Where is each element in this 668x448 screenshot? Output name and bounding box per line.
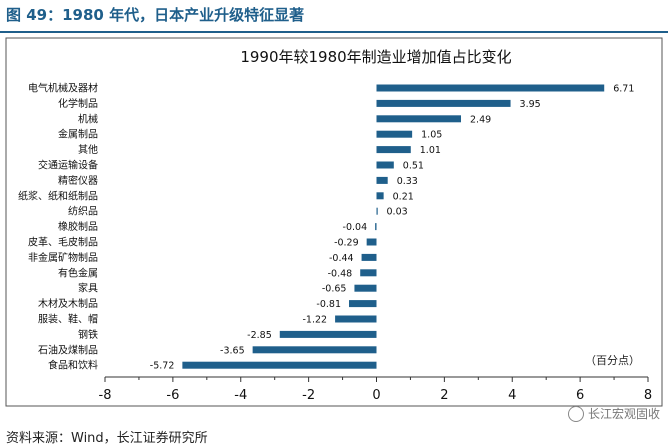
x-tick-label: -6 bbox=[166, 388, 179, 403]
bar bbox=[376, 130, 413, 138]
data-label: 1.05 bbox=[421, 130, 442, 141]
bar bbox=[279, 330, 377, 338]
bar bbox=[366, 238, 377, 246]
category-label: 其他 bbox=[78, 143, 98, 156]
category-label: 电气机械及器材 bbox=[28, 82, 98, 95]
x-tick-label: 8 bbox=[644, 388, 652, 403]
x-tick-labels-group: -8 -6 -4 -2 0 2 4 6 8 bbox=[99, 388, 653, 403]
bar bbox=[335, 315, 377, 323]
x-tick-label: 2 bbox=[440, 388, 448, 403]
bar bbox=[252, 346, 377, 354]
data-label: 1.01 bbox=[420, 145, 441, 156]
category-label: 木材及木制品 bbox=[38, 297, 98, 310]
bar bbox=[376, 146, 411, 154]
data-label: -0.44 bbox=[329, 253, 354, 264]
category-label: 服装、鞋、帽 bbox=[38, 313, 98, 326]
category-label: 有色金属 bbox=[58, 266, 98, 279]
data-label: -0.29 bbox=[334, 238, 359, 249]
category-label: 橡胶制品 bbox=[58, 220, 98, 233]
data-label: 6.71 bbox=[613, 84, 634, 95]
data-label: -0.65 bbox=[322, 284, 347, 295]
chart-frame bbox=[5, 37, 663, 407]
bars-group bbox=[182, 84, 605, 369]
data-label: -0.48 bbox=[328, 268, 353, 279]
category-label: 机械 bbox=[78, 112, 98, 125]
category-label: 家具 bbox=[78, 282, 98, 295]
x-tick-label: -8 bbox=[99, 388, 112, 403]
category-label: 皮革、毛皮制品 bbox=[28, 236, 98, 249]
data-label: 0.21 bbox=[393, 191, 414, 202]
x-tick-label: -4 bbox=[234, 388, 247, 403]
x-tick-label: -2 bbox=[302, 388, 315, 403]
data-label: -5.72 bbox=[150, 361, 175, 372]
bar bbox=[376, 84, 605, 92]
x-tick-label: 0 bbox=[372, 388, 380, 403]
x-axis bbox=[104, 376, 649, 382]
category-label: 非金属矿物制品 bbox=[28, 251, 98, 264]
data-label: 0.33 bbox=[397, 176, 418, 187]
data-label: -0.04 bbox=[343, 222, 368, 233]
x-tick-label: 6 bbox=[576, 388, 584, 403]
category-label: 纺织品 bbox=[68, 205, 98, 218]
data-label: 0.03 bbox=[387, 207, 408, 218]
category-label: 金属制品 bbox=[58, 128, 98, 141]
bar bbox=[376, 99, 511, 107]
x-tick-label: 4 bbox=[508, 388, 516, 403]
category-label: 化学制品 bbox=[58, 97, 98, 110]
bar bbox=[375, 223, 377, 231]
data-label: -2.85 bbox=[247, 330, 272, 341]
bar bbox=[360, 269, 377, 277]
title-divider bbox=[0, 31, 668, 33]
category-label: 石油及煤制品 bbox=[38, 343, 98, 356]
figure-title: 图 49：1980 年代，日本产业升级特征显著 bbox=[6, 6, 305, 24]
data-label: 0.51 bbox=[403, 161, 424, 172]
bar bbox=[349, 300, 377, 308]
bar bbox=[376, 176, 388, 184]
source-note: 资料来源：Wind，长江证券研究所 bbox=[6, 431, 208, 446]
chart-title: 1990年较1980年制造业增加值占比变化 bbox=[240, 48, 511, 66]
unit-note: （百分点） bbox=[585, 354, 640, 367]
data-labels-group: 6.71 3.95 2.49 1.05 1.01 0.51 0.33 0.21 0.03 -0.0… bbox=[150, 84, 635, 372]
category-label: 纸浆、纸和纸制品 bbox=[18, 189, 98, 202]
category-label: 食品和饮料 bbox=[48, 359, 98, 372]
bar bbox=[376, 161, 394, 169]
category-labels-group: 电气机械及器材化学制品机械金属制品其他交通运输设备精密仪器纸浆、纸和纸制品纺织品… bbox=[18, 82, 98, 372]
bar bbox=[354, 284, 377, 292]
data-label: -3.65 bbox=[220, 345, 245, 356]
data-label: 3.95 bbox=[520, 99, 541, 110]
category-label: 钢铁 bbox=[78, 328, 98, 341]
category-label: 交通运输设备 bbox=[38, 159, 98, 172]
bar bbox=[376, 192, 384, 200]
watermark: 长江宏观固收 bbox=[567, 405, 660, 422]
category-label: 精密仪器 bbox=[58, 174, 98, 187]
data-label: -0.81 bbox=[316, 299, 341, 310]
bar bbox=[361, 253, 377, 261]
bar-chart: 1990年较1980年制造业增加值占比变化 （百分点） 6.71 3.95 2.49… bbox=[5, 37, 663, 407]
bar bbox=[182, 361, 377, 369]
data-label: -1.22 bbox=[303, 315, 328, 326]
data-label: 2.49 bbox=[470, 114, 491, 125]
bar bbox=[376, 207, 378, 215]
wechat-logo-icon bbox=[567, 405, 584, 422]
bar bbox=[376, 115, 462, 123]
watermark-text: 长江宏观固收 bbox=[587, 407, 660, 421]
